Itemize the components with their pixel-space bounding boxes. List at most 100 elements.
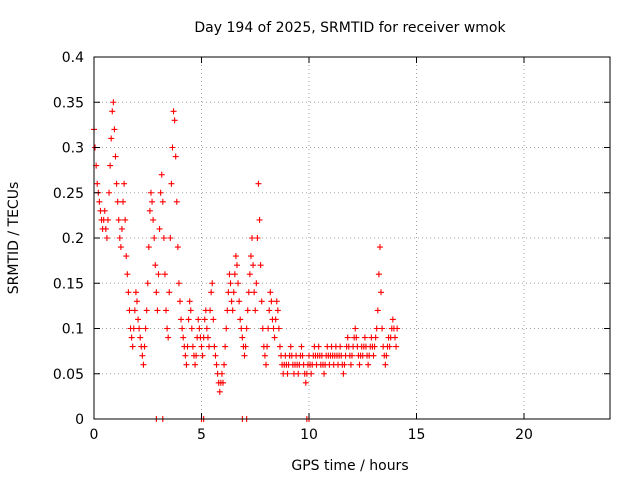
data-point	[265, 325, 272, 332]
data-point	[266, 307, 273, 314]
y-tick-label: 0.25	[53, 186, 84, 202]
data-point	[139, 352, 146, 359]
data-point	[198, 343, 205, 350]
data-point	[232, 253, 239, 260]
data-point	[256, 216, 263, 223]
data-point	[108, 135, 115, 142]
chart-title: Day 194 of 2025, SRMTID for receiver wmo…	[194, 20, 506, 36]
data-point	[185, 316, 192, 323]
data-point	[352, 325, 359, 332]
data-point	[295, 370, 302, 377]
data-point	[174, 244, 181, 251]
data-point	[167, 235, 174, 241]
data-point	[103, 235, 110, 241]
data-point	[252, 307, 259, 314]
data-point	[179, 325, 186, 332]
data-point	[276, 343, 283, 350]
data-point	[284, 370, 291, 377]
data-point	[106, 189, 113, 196]
data-point	[203, 325, 210, 332]
data-point	[113, 180, 120, 187]
x-axis-label: GPS time / hours	[291, 458, 408, 474]
data-point	[394, 325, 401, 332]
data-point	[361, 334, 368, 341]
data-point	[386, 343, 393, 350]
data-point	[156, 225, 163, 232]
y-tick-label: 0.15	[53, 276, 84, 292]
y-tick-label: 0	[75, 412, 84, 428]
data-points	[91, 99, 401, 422]
data-point	[255, 180, 262, 187]
data-point	[144, 280, 151, 287]
data-point	[169, 144, 176, 151]
data-point	[242, 343, 249, 350]
data-point	[146, 207, 153, 214]
data-point	[153, 289, 160, 296]
data-point	[180, 334, 187, 341]
data-point	[347, 361, 354, 368]
data-point	[392, 334, 398, 341]
data-point	[227, 280, 234, 287]
data-point	[271, 334, 278, 341]
data-point	[124, 271, 131, 278]
data-point	[195, 316, 202, 323]
data-point	[154, 307, 161, 314]
data-point	[389, 316, 396, 323]
data-point	[206, 343, 213, 350]
data-point	[245, 289, 252, 296]
data-point	[244, 307, 251, 314]
data-point	[211, 343, 218, 350]
data-point	[118, 225, 125, 232]
data-point	[142, 325, 149, 332]
data-point	[337, 343, 344, 350]
data-point	[263, 361, 269, 368]
data-point	[94, 180, 101, 187]
data-point	[370, 352, 377, 359]
data-point	[246, 271, 253, 278]
data-point	[315, 343, 322, 350]
x-tick-label: 15	[408, 427, 426, 443]
data-point	[161, 271, 168, 278]
data-point	[209, 280, 216, 287]
data-point	[302, 379, 309, 386]
data-point	[372, 334, 379, 341]
data-point	[299, 352, 306, 359]
data-point	[308, 370, 315, 377]
data-point	[275, 325, 282, 332]
data-point	[371, 343, 378, 350]
data-point	[353, 334, 360, 341]
data-point	[226, 271, 233, 278]
data-point	[247, 253, 254, 260]
data-point	[131, 307, 138, 314]
data-point	[116, 235, 123, 241]
data-point	[164, 325, 171, 332]
data-point	[261, 352, 268, 359]
data-point	[375, 271, 382, 278]
data-point	[356, 361, 363, 368]
data-point	[120, 198, 127, 205]
x-tick-label: 5	[197, 427, 206, 443]
data-point	[224, 307, 231, 314]
data-point	[273, 298, 280, 305]
data-point	[117, 244, 124, 251]
data-point	[132, 289, 139, 296]
data-point	[225, 289, 232, 296]
data-point	[378, 289, 385, 296]
y-tick-label: 0.3	[62, 141, 84, 157]
data-point	[258, 298, 265, 305]
data-point	[393, 343, 400, 350]
data-point	[186, 298, 193, 305]
data-point	[374, 307, 381, 314]
data-point	[210, 316, 217, 323]
data-point	[344, 334, 351, 341]
x-tick-label: 10	[300, 427, 318, 443]
x-tick-label: 0	[90, 427, 99, 443]
data-point	[212, 352, 219, 359]
data-point	[272, 316, 279, 323]
data-point	[236, 298, 243, 305]
data-point	[187, 307, 194, 314]
data-point	[249, 235, 256, 241]
data-point	[201, 316, 208, 323]
data-point	[193, 352, 200, 359]
